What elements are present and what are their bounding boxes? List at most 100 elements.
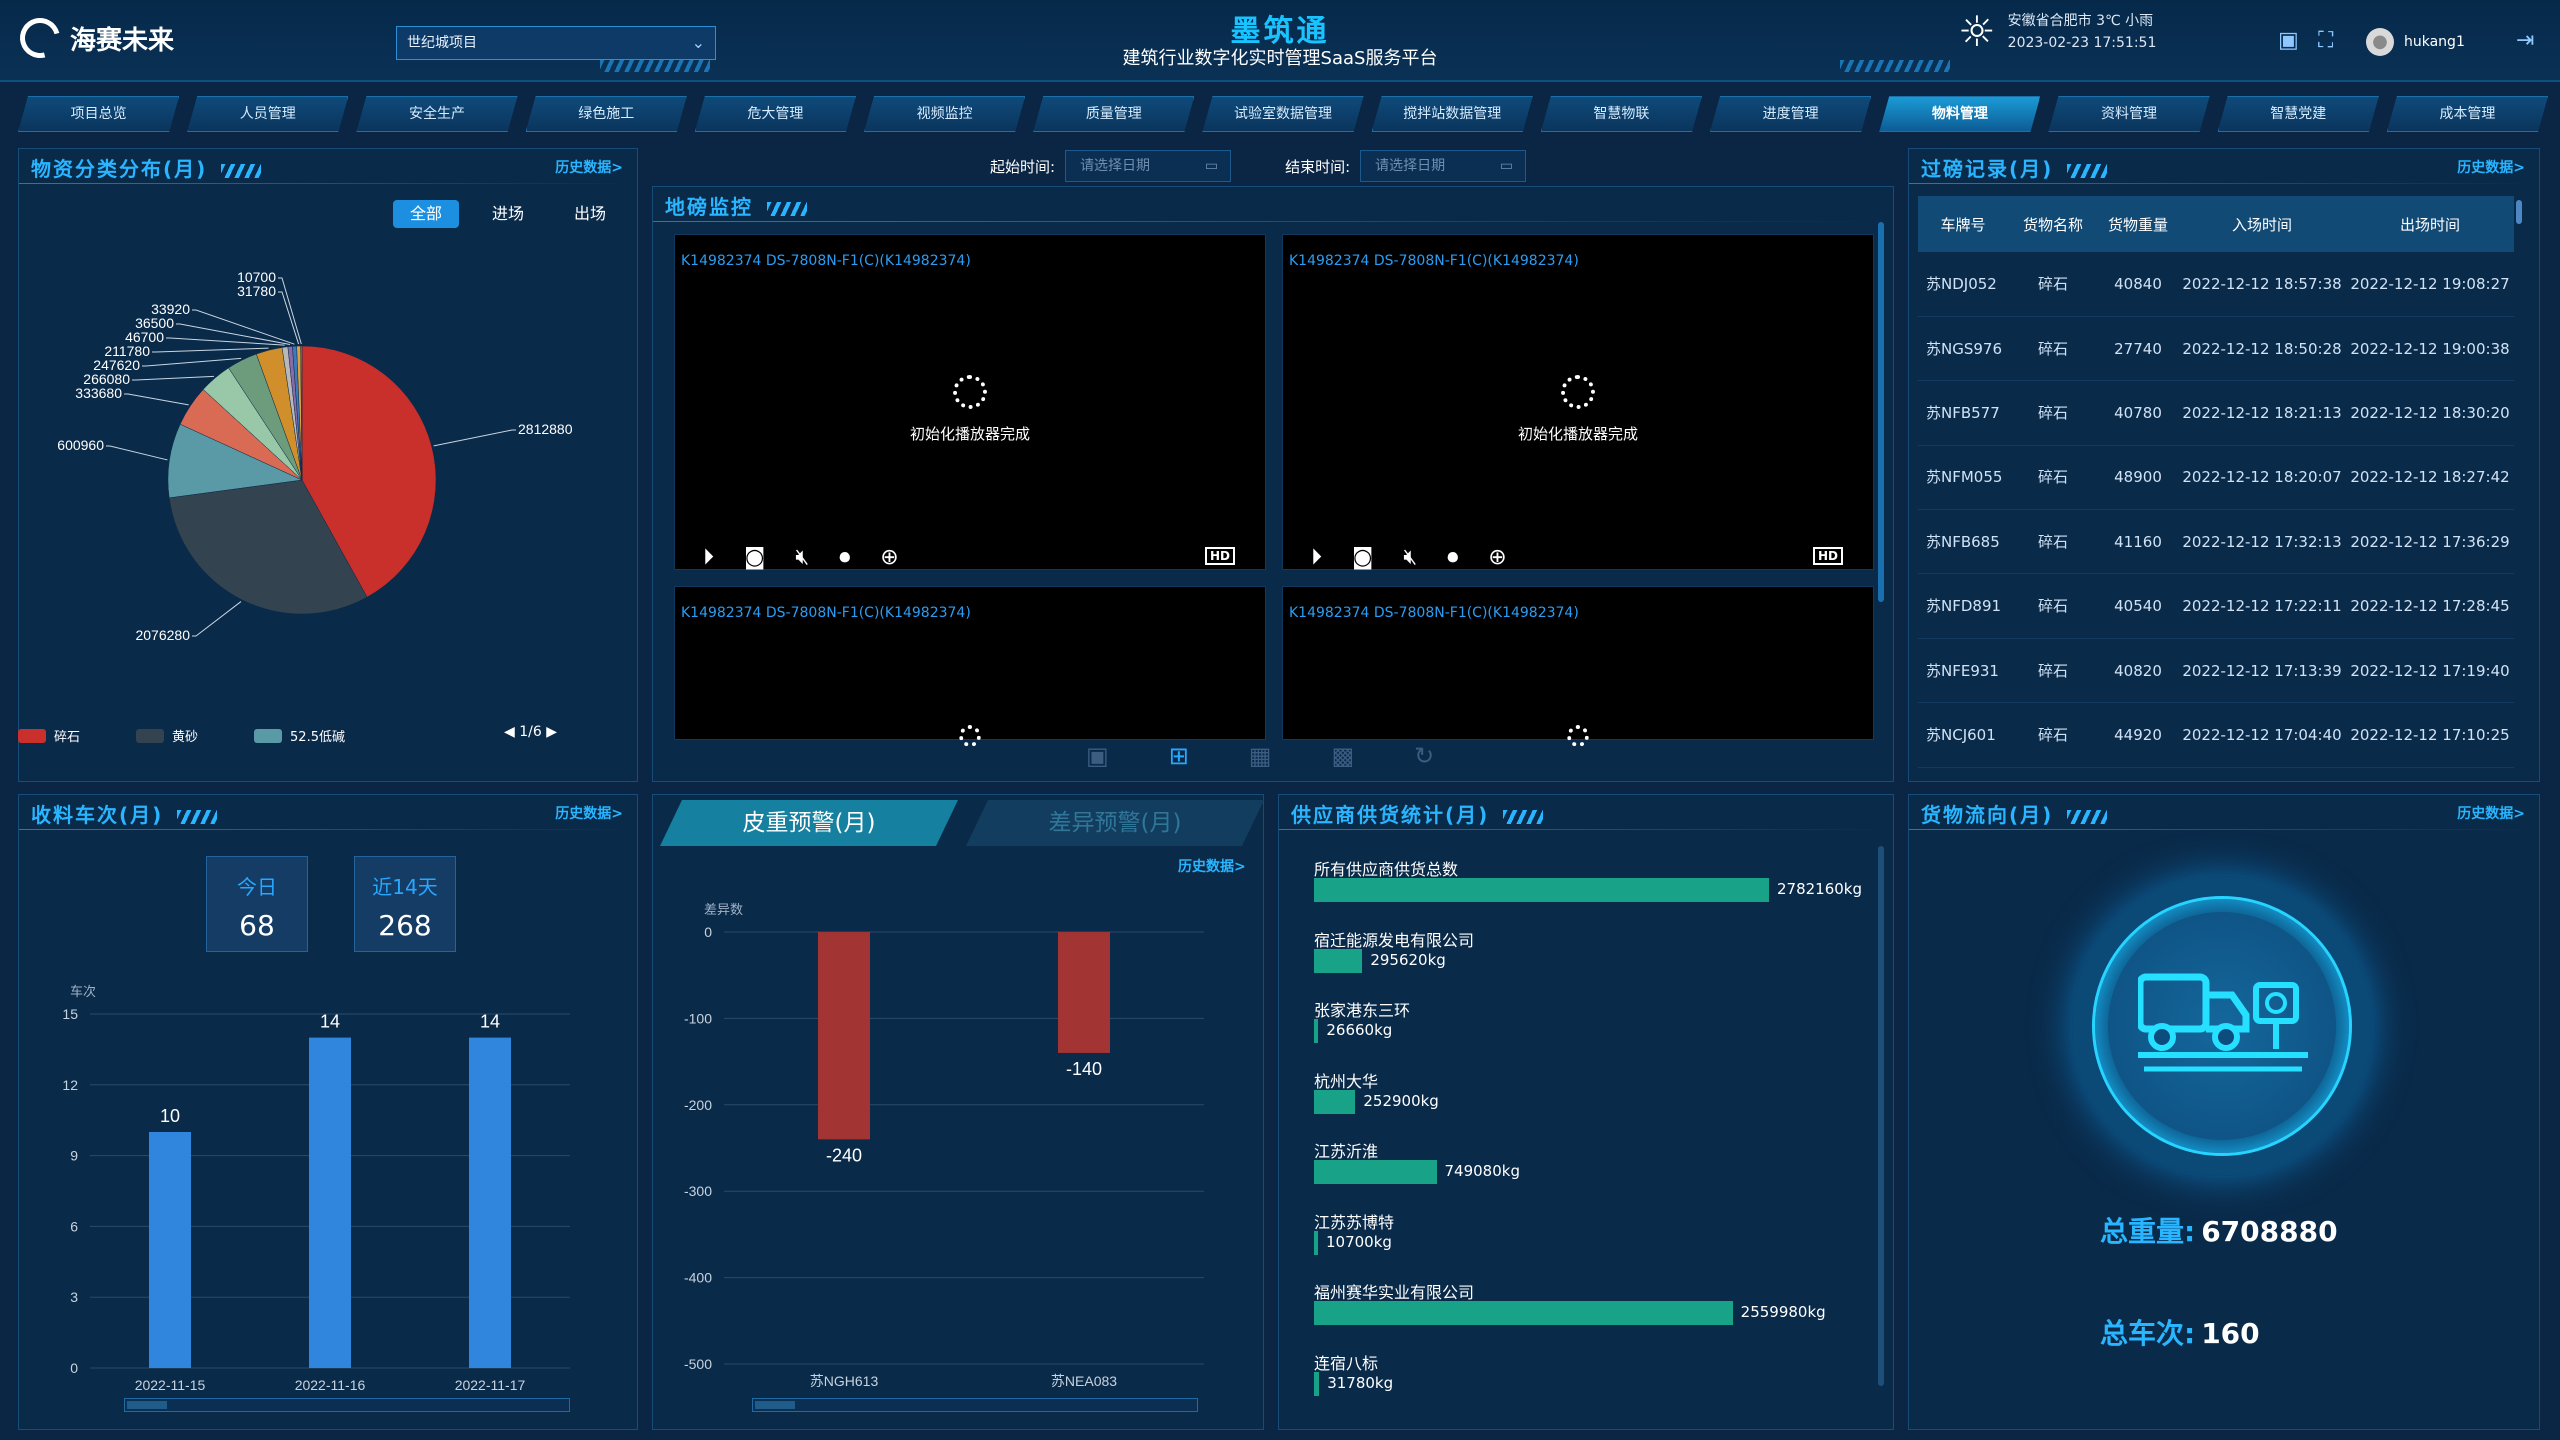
nav-tab[interactable]: 视频监控: [864, 96, 1025, 132]
supplier-name: 江苏苏博特: [1314, 1212, 1395, 1232]
nav-tab[interactable]: 成本管理: [2387, 96, 2548, 132]
nav-tab[interactable]: 智慧党建: [2218, 96, 2379, 132]
table-row[interactable]: 苏NFM055 碎石 48900 2022-12-12 18:20:07 2022-12…: [1918, 445, 2514, 511]
user-menu[interactable]: ● hukang1: [2366, 28, 2465, 56]
nav-tab[interactable]: 物料管理: [1879, 96, 2040, 132]
camera-snapshot-icon[interactable]: ◙: [744, 545, 766, 570]
filter-in[interactable]: 进场: [491, 204, 524, 223]
play-icon[interactable]: ⏵: [1311, 545, 1323, 570]
pie-slice[interactable]: [168, 479, 368, 615]
legend-item[interactable]: 碎石: [18, 726, 80, 745]
date-range-filter: 起始时间: 请选择日期 ▭ 结束时间: 请选择日期 ▭: [990, 150, 1527, 182]
brand-logo[interactable]: 海赛未来: [12, 10, 174, 66]
end-date-input[interactable]: 请选择日期 ▭: [1360, 150, 1527, 182]
bar[interactable]: [469, 1037, 511, 1368]
table-row[interactable]: 苏NFE931 碎石 40820 2022-12-12 17:13:39 2022-12…: [1918, 638, 2514, 704]
table-row[interactable]: 苏NGS976 碎石 27740 2022-12-12 18:50:28 2022-12…: [1918, 316, 2514, 382]
fullscreen-icon[interactable]: ⛶: [2318, 28, 2334, 53]
video-player[interactable]: K14982374 DS-7808N-F1(C)(K14982374): [674, 586, 1266, 747]
column-header: 出场时间: [2346, 196, 2514, 252]
record-icon[interactable]: ⏺: [839, 545, 851, 570]
table-cell: 2022-12-12 19:08:27: [2346, 252, 2514, 317]
nav-tab[interactable]: 人员管理: [187, 96, 348, 132]
record-icon[interactable]: ⏺: [1447, 545, 1459, 570]
nav-tab[interactable]: 搅拌站数据管理: [1372, 96, 1533, 132]
screenshot-icon[interactable]: ▣: [2278, 28, 2299, 53]
project-select[interactable]: 世纪城项目 ⌄: [396, 26, 716, 60]
tab-tare-warning[interactable]: 皮重预警(月): [660, 800, 958, 846]
table-cell: 苏NFB577: [1918, 380, 2008, 446]
bar[interactable]: [309, 1037, 351, 1368]
pie-slice[interactable]: [300, 345, 303, 481]
bar[interactable]: [149, 1132, 191, 1368]
pie-label-line: [278, 291, 300, 345]
hd-toggle[interactable]: HD: [1204, 547, 1235, 565]
panel-title: 物资分类分布(月): [31, 153, 262, 182]
nav-tab[interactable]: 项目总览: [18, 96, 179, 132]
nav-tab[interactable]: 智慧物联: [1541, 96, 1702, 132]
supplier-bar: [1314, 878, 1769, 902]
history-link[interactable]: 历史数据>: [2457, 806, 2525, 822]
table-cell: 44920: [2098, 702, 2178, 768]
history-link[interactable]: 历史数据>: [1178, 859, 1246, 875]
camera-label: K14982374 DS-7808N-F1(C)(K14982374): [681, 253, 971, 269]
filter-all[interactable]: 全部: [393, 200, 459, 228]
tab-diff-warning[interactable]: 差异预警(月): [966, 800, 1264, 846]
supplier-value: 252900kg: [1363, 1091, 1439, 1110]
play-icon[interactable]: ⏵: [703, 545, 715, 570]
layout-16-icon[interactable]: ▩: [1331, 742, 1355, 770]
nav-tab[interactable]: 绿色施工: [526, 96, 687, 132]
nav-tab[interactable]: 资料管理: [2048, 96, 2209, 132]
table-cell: 2022-12-12 17:28:45: [2346, 573, 2514, 639]
history-link[interactable]: 历史数据>: [2457, 160, 2525, 176]
nav-tab[interactable]: 安全生产: [356, 96, 517, 132]
camera-snapshot-icon[interactable]: ◙: [1352, 545, 1374, 570]
table-row[interactable]: 苏NFD891 碎石 40540 2022-12-12 17:22:11 2022-12…: [1918, 573, 2514, 639]
bar[interactable]: [1058, 932, 1110, 1053]
y-tick-label: -500: [684, 1356, 712, 1372]
table-cell: 碎石: [2008, 702, 2098, 768]
table-row[interactable]: 苏NCJ601 碎石 44920 2022-12-12 17:04:40 2022-12…: [1918, 702, 2514, 768]
supplier-scrollbar[interactable]: [1878, 846, 1884, 1386]
chart-zoom-slider[interactable]: [124, 1398, 570, 1412]
pie-label-line: [166, 337, 285, 346]
nav-tab[interactable]: 进度管理: [1710, 96, 1871, 132]
zoom-in-icon[interactable]: ⊕: [880, 545, 899, 570]
legend-pager[interactable]: ◀ 1/6 ▶: [504, 724, 557, 740]
total-weight: 总重量: 6708880: [2100, 1215, 2338, 1248]
refresh-icon[interactable]: ↻: [1414, 742, 1435, 770]
video-player[interactable]: K14982374 DS-7808N-F1(C)(K14982374) 初始化播放…: [674, 234, 1266, 570]
table-row[interactable]: 苏NFB577 碎石 40780 2022-12-12 18:21:13 2022-12…: [1918, 380, 2514, 446]
pie-slice[interactable]: [301, 345, 437, 598]
logout-icon[interactable]: ⇥: [2516, 28, 2535, 53]
mute-icon[interactable]: 🔇︎: [795, 545, 810, 570]
video-player[interactable]: K14982374 DS-7808N-F1(C)(K14982374) 初始化播放…: [1282, 234, 1874, 570]
history-link[interactable]: 历史数据>: [555, 160, 623, 176]
nav-tab[interactable]: 试验室数据管理: [1202, 96, 1363, 132]
bar[interactable]: [818, 932, 870, 1140]
chevron-down-icon: ⌄: [691, 33, 705, 52]
legend-item[interactable]: 黄砂: [136, 726, 198, 745]
column-header: 货物重量: [2098, 196, 2178, 252]
filter-out[interactable]: 出场: [573, 204, 606, 223]
mute-icon[interactable]: 🔇︎: [1403, 545, 1418, 570]
zoom-in-icon[interactable]: ⊕: [1488, 545, 1507, 570]
table-cell: 苏NFE931: [1918, 638, 2008, 704]
chart-zoom-slider[interactable]: [752, 1398, 1198, 1412]
nav-tab[interactable]: 危大管理: [695, 96, 856, 132]
nav-tab[interactable]: 质量管理: [1033, 96, 1194, 132]
legend-item[interactable]: 52.5低碱: [254, 726, 345, 745]
table-row[interactable]: 苏NFB685 碎石 41160 2022-12-12 17:32:13 2022-12…: [1918, 509, 2514, 575]
pie-label-line: [433, 429, 516, 447]
layout-9-icon[interactable]: ▦: [1248, 742, 1272, 770]
video-player[interactable]: K14982374 DS-7808N-F1(C)(K14982374): [1282, 586, 1874, 747]
hd-toggle[interactable]: HD: [1812, 547, 1843, 565]
pie-value-label: 266080: [83, 371, 130, 387]
layout-1-icon[interactable]: ▣: [1086, 742, 1109, 770]
video-scrollbar[interactable]: [1878, 222, 1884, 602]
start-date-input[interactable]: 请选择日期 ▭: [1065, 150, 1232, 182]
history-link[interactable]: 历史数据>: [555, 806, 623, 822]
table-row[interactable]: 苏NDJ052 碎石 40840 2022-12-12 18:57:38 2022-12…: [1918, 252, 2514, 317]
table-scrollbar[interactable]: [2516, 200, 2522, 224]
layout-4-icon[interactable]: ⊞: [1168, 742, 1189, 770]
